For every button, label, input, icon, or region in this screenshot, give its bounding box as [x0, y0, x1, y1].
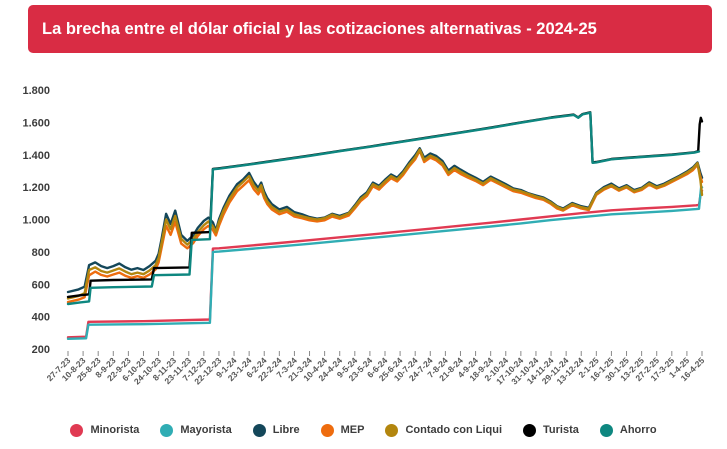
legend-item-turista: Turista	[523, 423, 579, 437]
legend-label: Minorista	[90, 424, 140, 436]
legend-label: MEP	[340, 424, 365, 436]
legend-marker-icon	[599, 423, 613, 437]
y-axis-label: 600	[32, 279, 50, 291]
series-line-libre	[66, 147, 704, 294]
y-axis-label: 1.400	[22, 150, 50, 162]
series-line-ahorro	[66, 111, 701, 306]
legend-label: Libre	[272, 424, 300, 436]
series-line-minorista	[66, 189, 704, 339]
y-axis-label: 1.800	[22, 85, 50, 97]
legend-item-mayorista: Mayorista	[160, 423, 232, 437]
chart-legend: Minorista Mayorista Libre MEP Contado con Li…	[0, 419, 727, 441]
legend-label: Contado con Liqui	[405, 424, 503, 436]
legend-item-libre: Libre	[252, 423, 300, 437]
y-axis-label: 200	[32, 344, 50, 356]
x-axis: 27-7-2310-8-2325-8-238-9-2322-9-236-10-2…	[45, 351, 707, 386]
legend-label: Turista	[543, 424, 579, 436]
legend-item-mep: MEP	[320, 423, 365, 437]
y-axis-label: 400	[32, 312, 50, 324]
chart-title: La brecha entre el dólar oficial y las c…	[42, 19, 597, 38]
series-line-contado-con-liqui	[66, 148, 704, 300]
series-line-mayorista	[66, 185, 704, 340]
legend-marker-icon	[385, 423, 399, 437]
chart-title-banner: La brecha entre el dólar oficial y las c…	[28, 5, 712, 53]
y-axis-label: 800	[32, 247, 50, 259]
legend-item-ahorro: Ahorro	[599, 423, 657, 437]
legend-marker-icon	[523, 423, 537, 437]
y-axis-label: 1.000	[22, 215, 50, 227]
legend-marker-icon	[160, 423, 174, 437]
y-axis-label: 1.600	[22, 117, 50, 129]
y-axis-label: 1.200	[22, 182, 50, 194]
legend-marker-icon	[70, 423, 84, 437]
legend-label: Ahorro	[619, 424, 657, 436]
series-line-turista	[66, 111, 704, 299]
y-axis: 200 400 600 800 1.000 1.200 1.400 1.600 1.800	[22, 85, 50, 356]
legend-label: Mayorista	[180, 424, 232, 436]
series-lines	[66, 111, 704, 340]
legend-item-minorista: Minorista	[70, 423, 140, 437]
legend-marker-icon	[320, 423, 334, 437]
legend-item-contado-con-liqui: Contado con Liqui	[385, 423, 503, 437]
legend-marker-icon	[252, 423, 266, 437]
